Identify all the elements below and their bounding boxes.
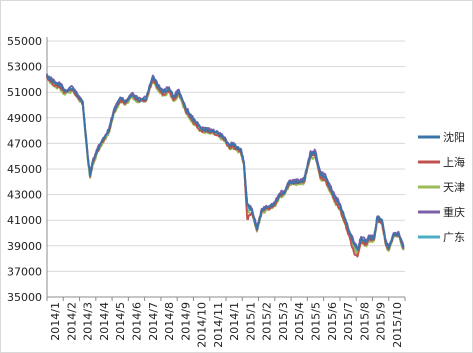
series-line-0: [46, 74, 405, 251]
y-tick-label: 45000: [7, 163, 42, 176]
y-tick-label: 35000: [7, 291, 42, 304]
x-tick-label: 2014/6: [131, 302, 144, 341]
y-tick-label: 47000: [7, 137, 42, 150]
x-tick-label: 2014/1: [49, 302, 62, 341]
legend-label: 天津: [443, 181, 465, 194]
x-tick-label: 2014/10: [196, 302, 209, 348]
y-tick-label: 37000: [7, 265, 42, 278]
x-tick-label: 2015/4: [293, 302, 306, 341]
x-tick-label: 2014/2: [65, 302, 78, 341]
y-tick-label: 49000: [7, 112, 42, 125]
x-tick-label: 2015/1: [244, 302, 257, 341]
y-tick-label: 53000: [7, 61, 42, 74]
y-tick-label: 43000: [7, 189, 42, 202]
x-tick-label: 2014/7: [147, 302, 160, 341]
x-tick-label: 2015/2: [261, 302, 274, 341]
series-lines: [45, 73, 405, 258]
legend-label: 广东: [443, 231, 465, 244]
legend-label: 重庆: [443, 205, 465, 219]
x-tick-label: 2014/8: [163, 302, 176, 341]
x-tick-label: 2015/5: [310, 302, 323, 341]
y-tick-label: 51000: [7, 86, 42, 99]
x-tick-label: 2014/4: [98, 302, 111, 341]
x-tick-label: 2014/1: [228, 302, 241, 341]
x-tick-label: 2015/7: [342, 302, 355, 341]
x-tick-label: 2014/9: [179, 302, 192, 341]
x-tick-label: 2015/9: [375, 302, 388, 341]
x-tick-label: 2015/3: [277, 302, 290, 341]
x-tick-label: 2014/5: [114, 302, 127, 341]
legend-label: 沈阳: [443, 130, 465, 144]
x-axis-ticks: 2014/1 2014/2 2014/3 2014/4 2014/5 2014/6 2014…: [46, 297, 406, 348]
y-tick-label: 41000: [7, 214, 42, 227]
x-tick-label: 2014/11: [212, 302, 225, 348]
y-tick-label: 55000: [7, 35, 42, 48]
legend-label: 上海: [443, 155, 465, 169]
x-tick-label: 2015/10: [391, 302, 404, 348]
y-axis-ticks: 35000 37000 39000 41000 43000 45000 47000 49000…: [7, 35, 42, 304]
x-tick-label: 2014/3: [82, 302, 95, 341]
y-tick-label: 39000: [7, 240, 42, 253]
x-tick-label: 2015/8: [358, 302, 371, 341]
x-tick-label: 2015/6: [326, 302, 339, 341]
